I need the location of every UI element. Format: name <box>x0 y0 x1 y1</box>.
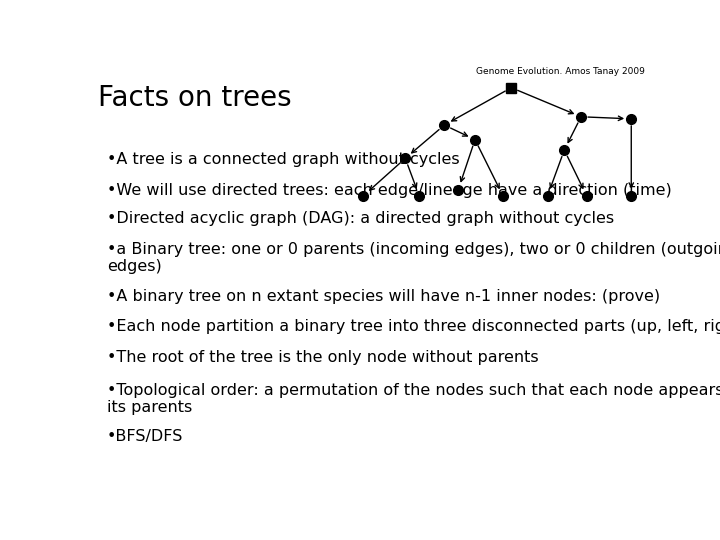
Text: •A tree is a connected graph without cycles: •A tree is a connected graph without cyc… <box>107 152 459 167</box>
Text: •A binary tree on n extant species will have n-1 inner nodes: (prove): •A binary tree on n extant species will … <box>107 288 660 303</box>
Text: •Directed acyclic graph (DAG): a directed graph without cycles: •Directed acyclic graph (DAG): a directe… <box>107 211 614 226</box>
Text: •a Binary tree: one or 0 parents (incoming edges), two or 0 children (outgoing
e: •a Binary tree: one or 0 parents (incomi… <box>107 241 720 274</box>
Text: Facts on trees: Facts on trees <box>99 84 292 112</box>
Text: •BFS/DFS: •BFS/DFS <box>107 429 183 444</box>
Text: •Topological order: a permutation of the nodes such that each node appears after: •Topological order: a permutation of the… <box>107 383 720 415</box>
Text: •The root of the tree is the only node without parents: •The root of the tree is the only node w… <box>107 349 539 364</box>
Text: Genome Evolution. Amos Tanay 2009: Genome Evolution. Amos Tanay 2009 <box>477 67 645 76</box>
Text: •Each node partition a binary tree into three disconnected parts (up, left, righ: •Each node partition a binary tree into … <box>107 319 720 334</box>
Text: •We will use directed trees: each edge/lineage have a direction (time): •We will use directed trees: each edge/l… <box>107 183 672 198</box>
